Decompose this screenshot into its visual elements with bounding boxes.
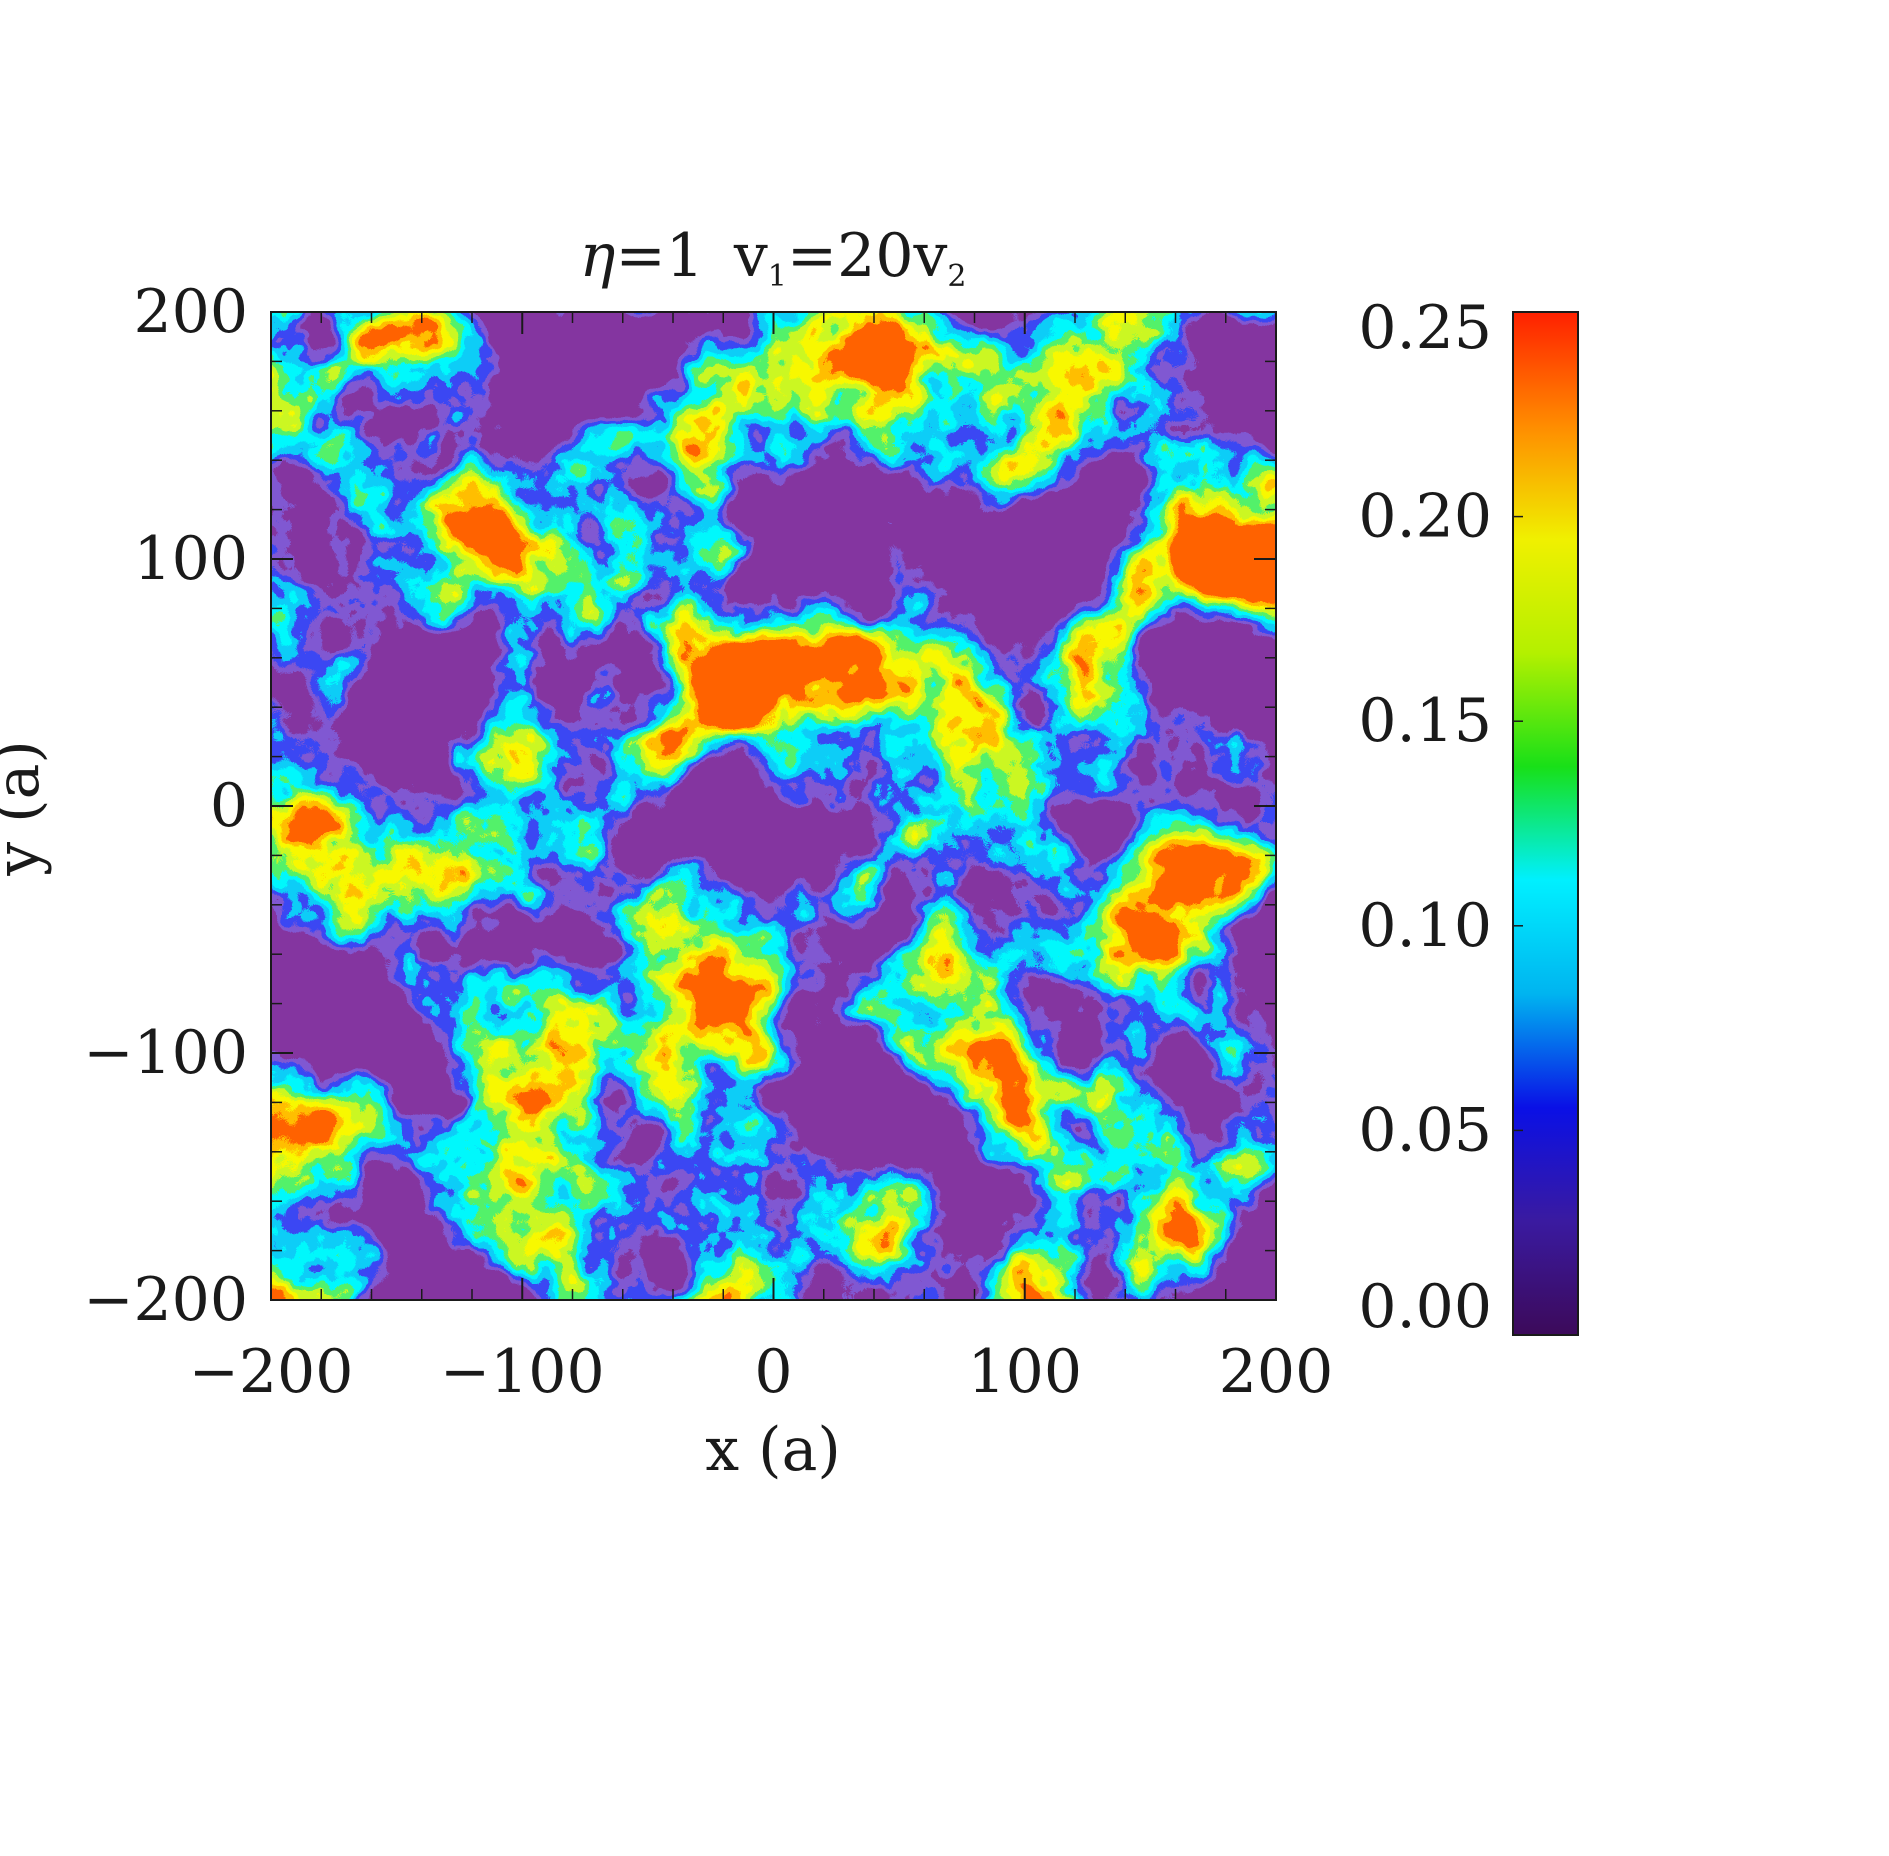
chart-title: η=1 v1=20v2 xyxy=(579,221,966,294)
colorbar-tick-label: 0.25 xyxy=(1358,293,1492,363)
y-tick-label: 0 xyxy=(210,771,248,841)
title-eta: η xyxy=(579,221,615,291)
major-ticks xyxy=(270,311,1277,1301)
colorbar-tick-label: 0.00 xyxy=(1358,1272,1492,1342)
x-tick-label: −100 xyxy=(440,1337,605,1407)
x-tick-label: 0 xyxy=(754,1337,792,1407)
y-tick-label: −200 xyxy=(83,1265,248,1335)
plot-area xyxy=(271,312,1276,1300)
colorbar-tick-label: 0.15 xyxy=(1358,686,1492,756)
minor-ticks xyxy=(271,312,1276,1300)
heatmap-field xyxy=(271,312,1276,1300)
colorbar-tick-label: 0.10 xyxy=(1358,891,1492,961)
x-tick-labels: −200 −100 0 100 200 xyxy=(189,1337,1334,1407)
x-tick-label: 100 xyxy=(967,1337,1082,1407)
y-tick-label: −100 xyxy=(83,1018,248,1088)
x-tick-label: 200 xyxy=(1219,1337,1334,1407)
y-tick-label: 200 xyxy=(133,277,248,347)
colorbar-tick-labels: 0.00 0.05 0.10 0.15 0.20 0.25 xyxy=(1358,293,1492,1342)
y-axis-label: y (a) xyxy=(0,740,53,877)
colorbar-tick-label: 0.05 xyxy=(1358,1095,1492,1165)
y-tick-label: 100 xyxy=(133,524,248,594)
colorbar-tick-label: 0.20 xyxy=(1358,482,1492,552)
y-tick-labels: −200 −100 0 100 200 xyxy=(83,277,248,1335)
x-axis-label: x (a) xyxy=(705,1415,841,1485)
colorbar-ticks xyxy=(1513,311,1523,1336)
x-tick-label: −200 xyxy=(189,1337,354,1407)
colorbar xyxy=(1512,311,1579,1336)
